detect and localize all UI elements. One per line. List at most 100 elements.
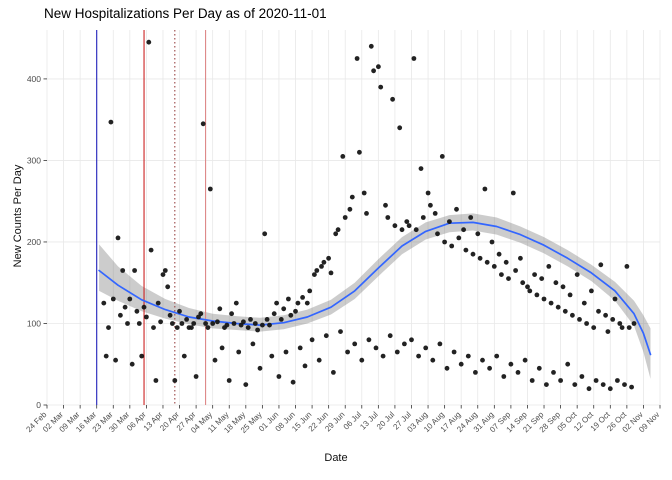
scatter-point [541,296,547,302]
scatter-point [586,386,592,392]
scatter-point [148,247,154,253]
scatter-point [551,370,556,375]
scatter-point [309,337,315,343]
scatter-point [437,341,443,347]
scatter-point [118,312,123,318]
scatter-point [513,268,518,273]
scatter-point [503,259,509,265]
scatter-point [392,223,398,229]
scatter-point [442,239,447,245]
scatter-point [103,353,109,359]
scatter-point [184,317,190,322]
scatter-point [217,306,223,312]
scatter-point [193,374,199,379]
y-axis-title: New Counts Per Day [12,164,24,268]
scatter-point [506,276,511,281]
scatter-points [101,39,637,392]
scatter-point [314,268,320,273]
scatter-point [456,235,462,241]
scatter-point [626,325,632,330]
scatter-point [316,357,322,363]
scatter-point [101,300,107,306]
scatter-point [484,259,490,265]
scatter-point [198,311,204,317]
scatter-point [477,255,483,261]
y-tick-label: 300 [27,155,41,165]
scatter-point [189,325,194,330]
scatter-point [207,186,213,192]
scatter-point [293,308,298,314]
scatter-point [539,276,545,281]
scatter-point [518,255,523,261]
scatter-point [352,341,358,347]
scatter-point [385,215,391,220]
scatter-point [605,329,611,334]
scatter-point [406,223,412,229]
scatter-point [418,166,424,172]
scatter-point [290,379,296,385]
scatter-point [286,296,291,302]
scatter-point [584,321,589,326]
scatter-point [501,374,507,379]
scatter-point [449,243,455,249]
smooth-trend-line [98,221,652,356]
scatter-point [619,325,625,330]
scatter-point [581,300,587,306]
scatter-point [307,288,313,294]
scatter-point [172,378,178,383]
scatter-point [425,190,431,196]
scatter-point [378,84,384,90]
scatter-point [536,365,542,371]
y-tick-label: 100 [27,318,41,328]
scatter-point [489,239,495,245]
scatter-point [323,333,329,339]
scatter-point [335,227,341,233]
scatter-point [146,39,152,45]
scatter-point [226,378,232,383]
scatter-point [622,382,627,387]
scatter-point [319,264,324,269]
chart-title: New Hospitalizations Per Day as of 2020-… [44,6,327,21]
scatter-point [331,370,336,375]
scatter-point [224,322,230,328]
scatter-point [435,231,440,237]
scatter-point [373,345,379,351]
scatter-point [615,378,620,383]
scatter-point [141,304,147,310]
scatter-point [205,325,211,330]
scatter-point [607,386,613,392]
scatter-point [366,337,372,343]
scatter-point [487,365,492,371]
scatter-point [565,361,571,367]
scatter-point [515,370,521,375]
y-tick-labels: 0 100 200 300 400 [27,74,41,410]
scatter-point [349,194,355,200]
scatter-point [120,268,126,273]
scatter-point [219,345,225,351]
scatter-point [603,312,608,318]
scatter-point [610,317,616,322]
scatter-point [447,219,452,225]
scatter-point [560,284,566,290]
gridlines [46,30,661,406]
scatter-point [451,349,457,355]
scatter-point [333,231,339,237]
scatter-point [593,378,599,383]
scatter-point [546,264,552,269]
scatter-point [371,68,376,74]
scatter-point [278,317,284,322]
scatter-point [122,304,128,310]
scatter-point [596,308,601,314]
scatter-point [260,322,265,328]
scatter-point [231,321,237,326]
scatter-point [243,382,249,387]
scatter-point [345,349,350,355]
scatter-point [409,337,414,343]
scatter-point [129,361,135,367]
scatter-point [570,312,575,318]
scatter-point [281,306,287,312]
confidence-band [99,213,651,379]
scatter-point [300,295,305,300]
scatter-point [491,264,497,269]
scatter-point [473,370,478,375]
